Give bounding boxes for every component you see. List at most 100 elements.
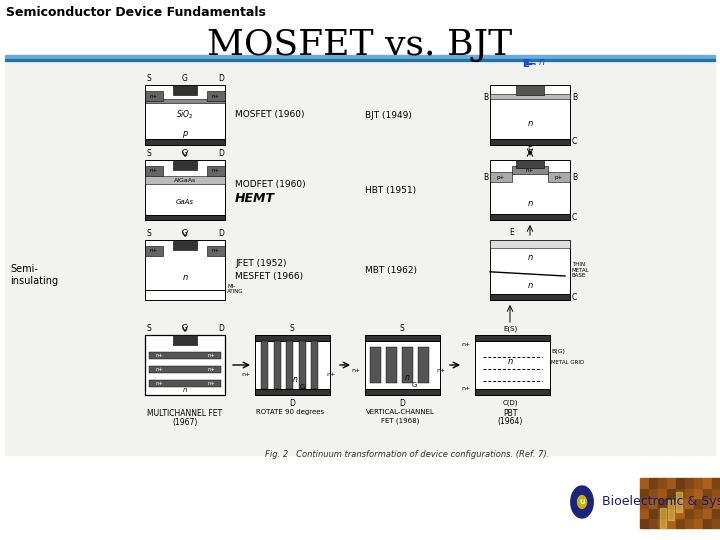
- Bar: [685, 508, 694, 518]
- Text: AlGaAs: AlGaAs: [174, 178, 196, 183]
- Text: G: G: [182, 229, 188, 238]
- Bar: [658, 478, 667, 488]
- Polygon shape: [577, 496, 587, 508]
- Text: C(D): C(D): [503, 399, 518, 406]
- Bar: [676, 518, 685, 528]
- Text: GaAs: GaAs: [176, 199, 194, 205]
- Text: JFET (1952): JFET (1952): [235, 260, 287, 268]
- Bar: [490, 85, 570, 145]
- Bar: [640, 498, 649, 508]
- Bar: [475, 335, 550, 341]
- Text: n: n: [293, 375, 298, 384]
- Text: S: S: [147, 324, 151, 333]
- Bar: [145, 166, 163, 176]
- Text: n+: n+: [436, 368, 445, 374]
- Bar: [370, 347, 381, 383]
- Bar: [703, 508, 712, 518]
- Bar: [667, 518, 676, 528]
- Bar: [694, 488, 703, 498]
- Text: G: G: [182, 74, 188, 83]
- Text: n: n: [508, 357, 513, 367]
- Bar: [712, 518, 720, 528]
- Text: HBT (1951): HBT (1951): [365, 186, 416, 194]
- Bar: [694, 478, 703, 488]
- Text: HEMT: HEMT: [235, 192, 275, 205]
- Text: C: C: [572, 293, 577, 301]
- Text: (1967): (1967): [172, 418, 198, 427]
- Bar: [490, 172, 512, 182]
- Bar: [490, 160, 570, 220]
- Bar: [149, 352, 221, 359]
- Bar: [667, 508, 676, 518]
- Bar: [145, 91, 163, 101]
- Text: n+: n+: [207, 353, 215, 358]
- Bar: [490, 294, 570, 300]
- Text: n: n: [183, 387, 187, 393]
- Text: n: n: [527, 253, 533, 262]
- Bar: [207, 246, 225, 256]
- Text: B(G): B(G): [551, 349, 565, 354]
- Bar: [255, 389, 330, 395]
- Text: n+: n+: [352, 368, 361, 374]
- Bar: [640, 488, 649, 498]
- Text: D: D: [399, 399, 405, 408]
- Bar: [173, 160, 197, 170]
- Text: n+: n+: [155, 367, 163, 372]
- Text: n+: n+: [326, 372, 336, 376]
- Text: n+: n+: [212, 93, 220, 98]
- Text: n+: n+: [150, 93, 158, 98]
- Bar: [640, 518, 649, 528]
- Bar: [365, 335, 440, 395]
- Text: METAL GRID: METAL GRID: [551, 360, 584, 365]
- Bar: [311, 341, 318, 389]
- Bar: [516, 160, 544, 168]
- Bar: [667, 488, 676, 498]
- Bar: [649, 498, 658, 508]
- Text: S: S: [400, 324, 405, 333]
- Text: p+: p+: [497, 174, 505, 179]
- Text: $SiO_2$: $SiO_2$: [176, 109, 194, 122]
- Bar: [365, 335, 440, 341]
- Text: n: n: [182, 273, 188, 282]
- Text: MODFET (1960): MODFET (1960): [235, 179, 305, 188]
- Bar: [660, 508, 666, 528]
- Bar: [475, 389, 550, 395]
- Bar: [694, 518, 703, 528]
- Text: n+: n+: [462, 387, 471, 392]
- Text: Semi-
insulating: Semi- insulating: [10, 264, 58, 286]
- Bar: [649, 518, 658, 528]
- Text: B: B: [483, 92, 488, 102]
- Text: E: E: [510, 228, 514, 237]
- Bar: [255, 335, 330, 395]
- Text: B: B: [483, 173, 488, 183]
- Bar: [548, 172, 570, 182]
- Text: n+: n+: [212, 248, 220, 253]
- Bar: [386, 347, 397, 383]
- Bar: [490, 214, 570, 220]
- Text: G: G: [300, 384, 305, 390]
- Bar: [418, 347, 429, 383]
- Bar: [676, 488, 685, 498]
- Text: Fig. 2   Continuum transformation of device configurations. (Ref. 7).: Fig. 2 Continuum transformation of devic…: [265, 450, 549, 459]
- Bar: [490, 94, 570, 99]
- Bar: [173, 335, 197, 345]
- Bar: [649, 478, 658, 488]
- Bar: [145, 85, 225, 145]
- Text: B: B: [572, 92, 577, 102]
- Text: p+: p+: [555, 174, 563, 179]
- Text: p: p: [182, 129, 188, 138]
- Bar: [667, 478, 676, 488]
- Bar: [668, 500, 674, 520]
- Bar: [512, 166, 548, 174]
- Bar: [640, 478, 649, 488]
- Text: n+: n+: [155, 381, 163, 386]
- Text: PBT: PBT: [503, 409, 517, 418]
- Bar: [145, 246, 163, 256]
- Text: B: B: [572, 173, 577, 183]
- Bar: [712, 488, 720, 498]
- Text: Bioelectronic & Systems Lab.: Bioelectronic & Systems Lab.: [602, 496, 720, 509]
- Text: ROTATE 90 degrees: ROTATE 90 degrees: [256, 409, 324, 415]
- Text: D: D: [218, 149, 224, 158]
- Text: n+: n+: [462, 341, 471, 347]
- Bar: [658, 518, 667, 528]
